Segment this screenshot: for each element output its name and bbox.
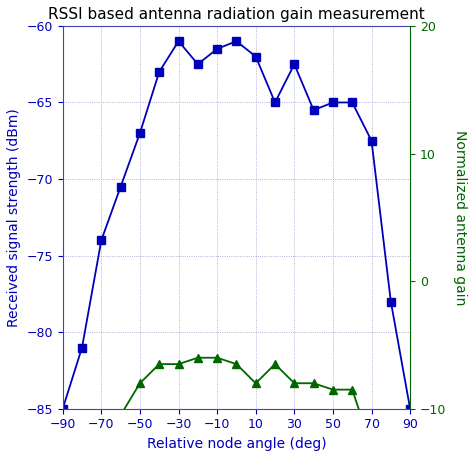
- Y-axis label: Received signal strength (dBm): Received signal strength (dBm): [7, 108, 21, 327]
- Title: RSSI based antenna radiation gain measurement: RSSI based antenna radiation gain measur…: [48, 7, 425, 22]
- X-axis label: Relative node angle (deg): Relative node angle (deg): [146, 437, 326, 451]
- Y-axis label: Normalized antenna gain: Normalized antenna gain: [453, 130, 467, 305]
